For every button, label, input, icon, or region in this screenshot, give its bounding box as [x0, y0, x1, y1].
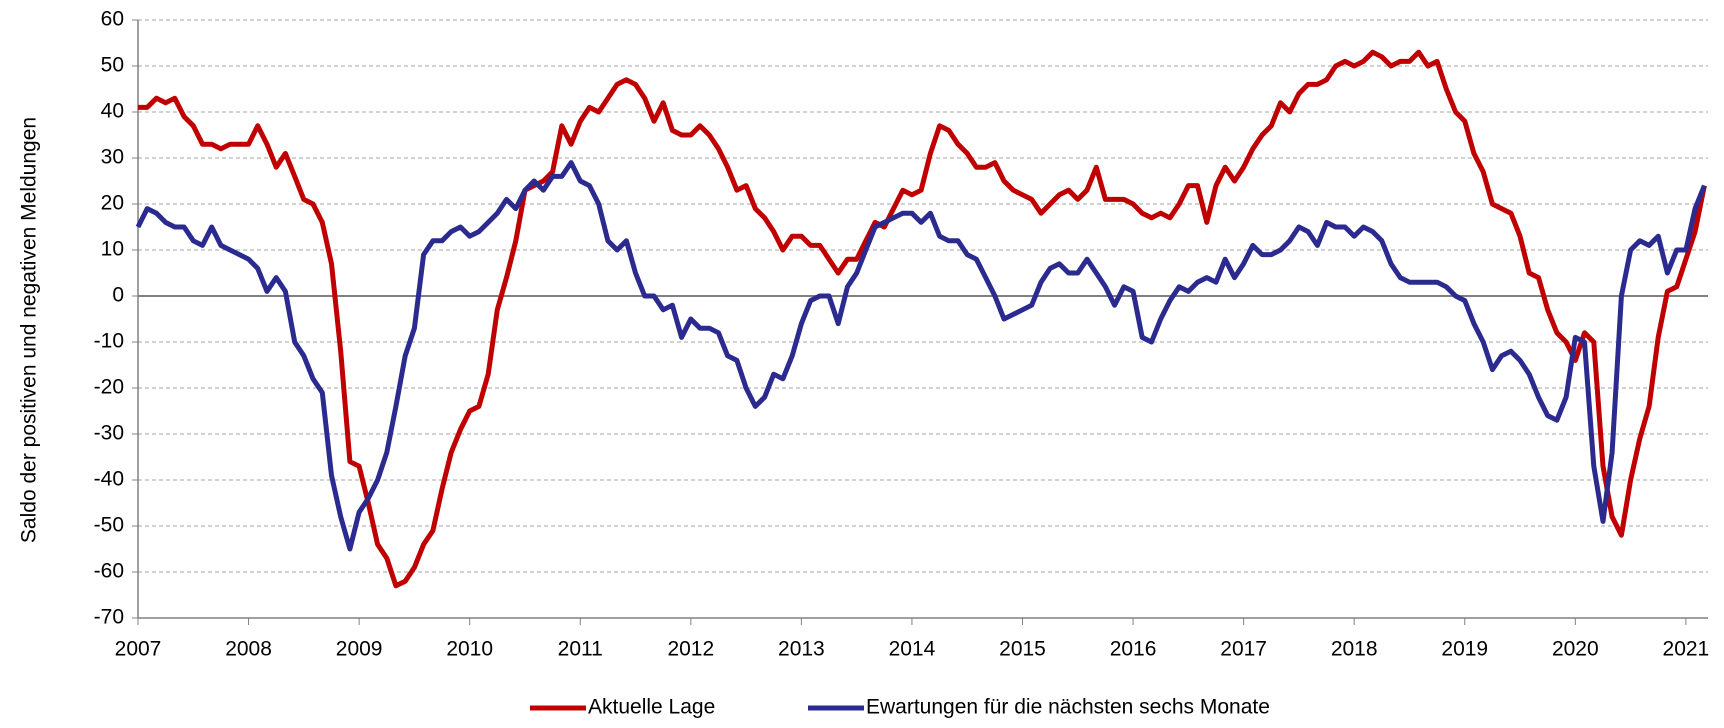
y-tick-label: 60 — [101, 8, 124, 31]
x-tick-label: 2018 — [1331, 638, 1378, 661]
x-tick-label: 2015 — [999, 638, 1046, 661]
y-tick-label: -20 — [94, 376, 124, 399]
x-tick-label: 2019 — [1441, 638, 1488, 661]
y-tick-label: -30 — [94, 422, 124, 445]
x-tick-label: 2009 — [336, 638, 383, 661]
x-tick-label: 2017 — [1220, 638, 1267, 661]
y-tick-label: -50 — [94, 514, 124, 537]
series-line — [138, 49, 1707, 589]
y-axis-label: Saldo der positiven und negativen Meldun… — [18, 117, 41, 543]
x-tick-label: 2020 — [1552, 638, 1599, 661]
y-tick-label: -10 — [94, 330, 124, 353]
y-tick-label: 20 — [101, 192, 124, 215]
y-tick-label: 0 — [112, 284, 124, 307]
y-tick-label: -70 — [94, 606, 124, 629]
x-tick-label: 2021 — [1663, 638, 1710, 661]
x-tick-label: 2016 — [1110, 638, 1157, 661]
x-tick-label: 2013 — [778, 638, 825, 661]
x-tick-label: 2007 — [115, 638, 162, 661]
x-tick-label: 2010 — [446, 638, 493, 661]
y-tick-label: 10 — [101, 238, 124, 261]
y-tick-label: 30 — [101, 146, 124, 169]
x-tick-label: 2014 — [889, 638, 936, 661]
x-tick-label: 2008 — [225, 638, 272, 661]
legend-label: Ewartungen für die nächsten sechs Monate — [866, 696, 1270, 719]
series-line — [135, 160, 1707, 552]
y-tick-label: 50 — [101, 54, 124, 77]
x-tick-label: 2012 — [667, 638, 714, 661]
legend-label: Aktuelle Lage — [588, 696, 715, 719]
x-tick-label: 2011 — [558, 638, 603, 661]
y-tick-label: -40 — [94, 468, 124, 491]
y-tick-label: -60 — [94, 560, 124, 583]
y-tick-label: 40 — [101, 100, 124, 123]
